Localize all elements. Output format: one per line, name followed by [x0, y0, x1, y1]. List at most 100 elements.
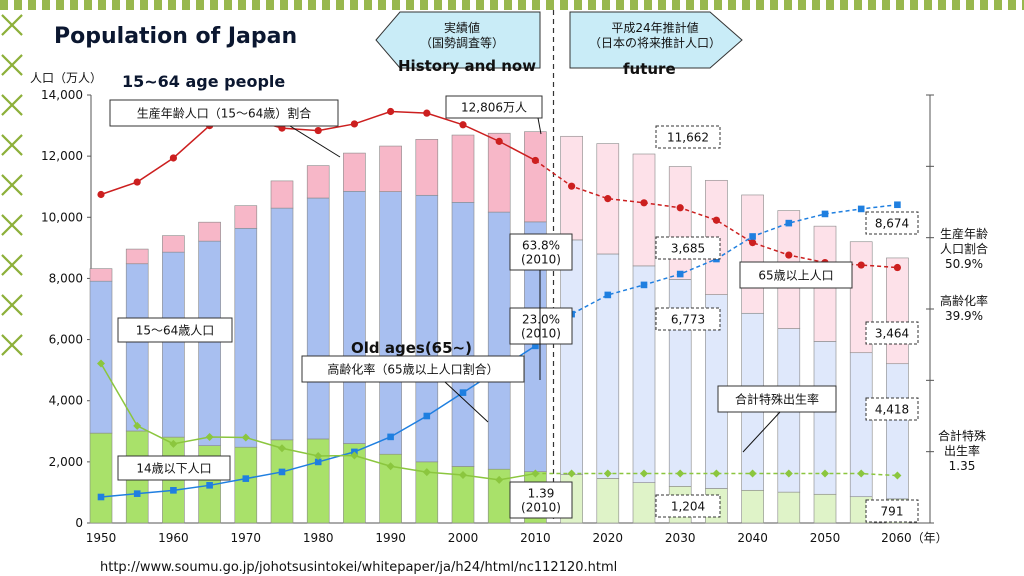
point-2-2060	[893, 471, 902, 480]
point-0-2060	[893, 263, 902, 272]
right-label-aging: 高齢化率 39.9%	[940, 293, 988, 323]
y-tick-label: 14,000	[41, 88, 83, 102]
label-ratio-2010-box	[509, 233, 573, 271]
point-0-2010	[531, 156, 540, 165]
point-1-1955	[133, 490, 141, 497]
y-tick-label: 10,000	[41, 210, 83, 224]
point-2-2035	[712, 469, 721, 478]
callout-fertility: 合計特殊出生率	[735, 392, 819, 407]
point-1-1960	[170, 487, 177, 494]
label-total-2060: 8,674	[875, 217, 909, 231]
bar-working-1965	[198, 240, 221, 446]
bar-working-1990	[379, 191, 402, 455]
point-2-2055	[857, 469, 866, 478]
point-0-2000	[459, 121, 467, 129]
bar-over65-1965	[198, 221, 221, 242]
point-1-2020	[604, 291, 612, 299]
x-tick-label: 2040	[737, 531, 768, 545]
bar-over65-1970	[234, 205, 258, 229]
point-2-1950	[97, 359, 105, 368]
x-tick-label: 1980	[303, 531, 334, 545]
x-tick-label: 2010	[520, 531, 551, 545]
top-decorative-border	[0, 0, 1024, 10]
point-2-1960	[169, 439, 178, 448]
point-1-1950	[97, 493, 105, 501]
label-under15-2030-box	[655, 494, 721, 518]
future-arrow-text: 平成24年推計値（日本の将来推計人口）	[589, 20, 721, 50]
callout-working-ratio: 生産年齢人口（15～64歳）割合	[137, 106, 312, 121]
point-1-2055	[857, 205, 865, 213]
y-tick-label: 12,000	[41, 149, 83, 163]
point-2-1955	[133, 421, 142, 430]
bar-working-1995	[415, 194, 439, 463]
bar-under15-2020	[596, 478, 620, 524]
callout-working-pop: 15～64歳人口	[136, 324, 215, 338]
point-2-2000	[459, 471, 467, 480]
bar-over65-1985	[343, 152, 366, 192]
point-1-2045	[785, 219, 793, 227]
label-ratio-2010: 63.8% (2010)	[521, 239, 561, 267]
point-0-1995	[423, 109, 431, 117]
point-1-1965	[206, 482, 213, 489]
point-2-1970	[241, 433, 250, 442]
y-tick-label: 2,000	[49, 455, 83, 469]
x-tick-label: 1970	[231, 531, 262, 545]
history-arrow	[375, 11, 541, 69]
right-decorative-border	[1, 14, 23, 356]
bar-over65-1960	[162, 235, 185, 253]
bar-under15-2040	[741, 489, 764, 524]
point-0-2055	[857, 261, 865, 269]
label-over65-2060: 3,464	[875, 327, 909, 341]
bar-over65-2010	[524, 131, 547, 223]
y-tick-label: 4,000	[49, 394, 83, 408]
point-0-2045	[785, 251, 793, 259]
callout-elderly-box	[739, 261, 853, 289]
label-total-2060-box	[865, 211, 919, 235]
point-2-2020	[603, 469, 612, 478]
point-2-1995	[422, 468, 431, 477]
point-1-2060	[894, 201, 901, 209]
bar-over65-2030	[668, 166, 692, 280]
callout-aging-box	[301, 355, 525, 383]
point-0-2025	[640, 199, 648, 207]
callout-working-pop-box	[117, 317, 233, 343]
label-working-2030-box	[655, 307, 721, 331]
bar-under15-1980	[306, 438, 330, 524]
point-1-2050	[821, 210, 829, 218]
x-tick-label: 2000	[448, 531, 479, 545]
bar-under15-1970	[234, 446, 258, 524]
point-1-2035	[713, 255, 720, 263]
line-2-future	[535, 472, 898, 477]
y-axis-title: 人口（万人）	[30, 71, 102, 85]
label-under15-2060: 791	[881, 505, 904, 519]
label-working-2030: 6,773	[671, 313, 705, 327]
bar-under15-1975	[270, 439, 294, 524]
point-0-1985	[350, 120, 358, 128]
bar-under15-1950	[89, 432, 113, 524]
future-arrow	[569, 11, 743, 69]
label-total-2010-leader	[537, 117, 542, 135]
future-label: future	[623, 60, 676, 78]
label-over65-2030: 3,685	[671, 242, 705, 256]
callout-child-pop-box	[117, 455, 231, 481]
bar-under15-2025	[632, 482, 656, 524]
x-tick-label: 2060（年）	[881, 531, 948, 545]
point-1-1975	[278, 468, 286, 476]
callout-working-ratio-leader	[289, 125, 341, 158]
callout-aging: 高齢化率（65歳以上人口割合）	[327, 362, 498, 377]
point-2-2030	[676, 469, 685, 478]
x-tick-label: 1950	[86, 531, 117, 545]
point-2-1975	[278, 444, 286, 453]
bar-working-1960	[162, 251, 185, 438]
label-total-2010-box	[445, 95, 543, 119]
point-0-1955	[133, 178, 141, 186]
point-2-1985	[350, 451, 359, 460]
point-1-2010	[532, 342, 539, 350]
bar-over65-2005	[487, 132, 511, 213]
label-fertility-2010-box	[509, 481, 573, 519]
point-2-1965	[205, 433, 214, 442]
point-0-2035	[712, 216, 721, 224]
label-aging-2010-box	[509, 307, 573, 345]
point-2-2025	[640, 469, 648, 478]
label-working-2060-box	[865, 397, 919, 421]
